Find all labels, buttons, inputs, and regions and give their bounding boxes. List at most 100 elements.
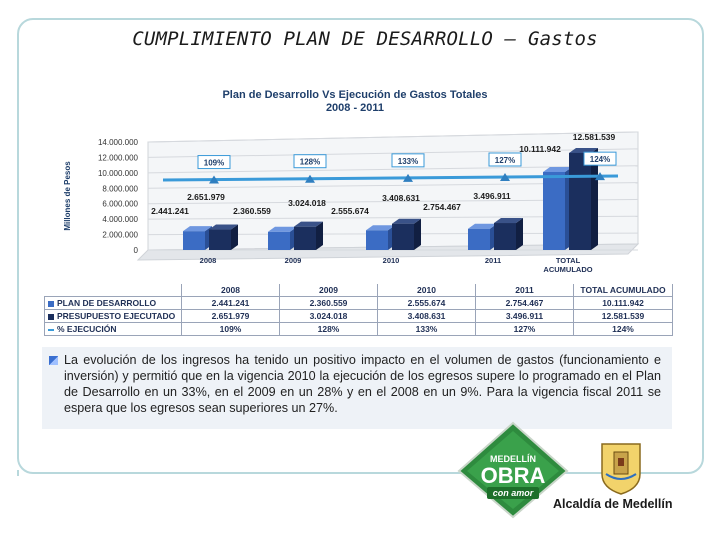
bar-plan	[183, 231, 205, 250]
bar-ejecutado-top	[392, 218, 421, 224]
bar-ejecutado-side	[316, 221, 323, 250]
medellin-obra-logo: MEDELLÍN OBRA con amor	[457, 421, 569, 519]
row-label-text: PLAN DE DESARROLLO	[57, 298, 157, 308]
table-cell: 2.651.979	[181, 309, 280, 323]
data-label-plan: 2.360.559	[233, 206, 271, 216]
pct-label-box	[293, 154, 327, 169]
paragraph-box	[42, 347, 672, 429]
table-cell: 109%	[181, 322, 280, 336]
pct-series-line	[162, 174, 619, 182]
bar-plan	[543, 171, 565, 250]
bar-ejecutado-top	[494, 218, 523, 224]
legend-swatch-plan	[48, 300, 54, 307]
legend-swatch-ejecutado	[48, 313, 54, 320]
y-tick-label: 10.000.000	[98, 169, 139, 178]
bar-plan-top	[183, 226, 212, 232]
bar-ejecutado-side	[414, 218, 421, 250]
y-tick-label: 0	[134, 246, 139, 255]
data-label-ejecutado: 3.408.631	[382, 193, 420, 203]
table-cell: 3.024.018	[279, 309, 378, 323]
bar-plan-top	[366, 225, 395, 231]
row-label-text: PRESUPUESTO EJECUTADO	[57, 311, 176, 321]
pct-label: 127%	[495, 156, 515, 165]
table-cell: 3.496.911	[475, 309, 574, 323]
y-tick-label: 4.000.000	[102, 215, 138, 224]
bar-ejecutado	[294, 226, 316, 250]
table-row: PLAN DE DESARROLLO 2.441.241 2.360.559 2…	[44, 296, 673, 310]
x-tick-label: TOTAL	[556, 256, 581, 265]
body-paragraph: La evolución de los ingresos ha tenido u…	[64, 353, 661, 415]
table-cell: 133%	[377, 322, 476, 336]
bullet-icon	[49, 356, 58, 365]
y-tick-label: 6.000.000	[102, 200, 138, 209]
y-tick-label: 8.000.000	[102, 184, 138, 193]
table-cell: 2.441.241	[181, 296, 280, 310]
pct-label: 124%	[590, 155, 610, 164]
x-tick-label-2: ACUMULADO	[543, 265, 592, 274]
row-label: % EJECUCIÓN	[44, 322, 182, 336]
bar-ejecutado	[392, 223, 414, 250]
data-label-plan: 10.111.942	[519, 144, 561, 154]
x-tick-label: 2011	[485, 256, 501, 265]
pct-marker	[209, 175, 219, 184]
table-row: % EJECUCIÓN 109% 128% 133% 127% 124%	[44, 322, 673, 336]
pct-label-box	[391, 153, 425, 168]
pct-label-box	[197, 155, 231, 170]
bar-ejecutado-side	[591, 147, 598, 250]
x-tick-label: 2008	[200, 256, 217, 265]
table-header-cell: TOTAL ACUMULADO	[573, 284, 673, 297]
frame-edge	[17, 470, 19, 476]
table-row: PRESUPUESTO EJECUTADO 2.651.979 3.024.01…	[44, 309, 673, 323]
bar-ejecutado-side	[231, 224, 238, 250]
bar-ejecutado	[569, 152, 591, 250]
pct-marker	[500, 172, 510, 181]
y-tick-label: 12.000.000	[98, 153, 139, 162]
legend-swatch-pct	[48, 328, 54, 331]
data-label-ejecutado: 12.581.539	[573, 132, 616, 142]
table-cell: 2.754.467	[475, 296, 574, 310]
bar-plan-top	[268, 226, 297, 232]
logo-conamor-text: con amor	[493, 488, 534, 498]
bar-ejecutado	[209, 229, 231, 250]
chart-title-block: Plan de Desarrollo Vs Ejecución de Gasto…	[130, 89, 580, 115]
data-label-plan: 2.754.467	[423, 202, 461, 212]
bar-ejecutado	[494, 223, 516, 250]
y-axis-label: Millones de Pesos	[63, 161, 72, 231]
chart-subtitle: 2008 - 2011	[325, 102, 385, 114]
table-header-row: 2008 2009 2010 2011 TOTAL ACUMULADO	[45, 284, 673, 297]
data-label-plan: 2.441.241	[151, 206, 189, 216]
y-tick-label: 2.000.000	[102, 231, 138, 240]
row-label-text: % EJECUCIÓN	[57, 324, 117, 334]
data-table: 2008 2009 2010 2011 TOTAL ACUMULADO PLAN…	[44, 284, 673, 336]
data-label-ejecutado: 3.496.911	[473, 191, 511, 201]
pct-label: 133%	[398, 157, 418, 166]
bar-chart: 0 2.000.000 4.000.000 6.000.000 8.000.000 10.…	[63, 131, 640, 274]
alcaldia-text: Alcaldía de Medellín	[553, 497, 673, 511]
table-corner	[45, 284, 182, 297]
table-cell: 124%	[573, 322, 673, 336]
chart-title: Plan de Desarrollo Vs Ejecución de Gasto…	[222, 89, 488, 101]
x-tick-label: 2009	[285, 256, 302, 265]
table-cell: 2.555.674	[377, 296, 476, 310]
data-label-ejecutado: 3.024.018	[288, 198, 326, 208]
y-tick-label: 14.000.000	[98, 138, 139, 147]
bar-ejecutado-top	[209, 224, 238, 230]
pct-label-box	[488, 152, 522, 167]
pct-marker	[403, 173, 413, 182]
pct-label-box	[583, 151, 617, 166]
table-header-cell: 2011	[475, 284, 574, 297]
table-cell: 128%	[279, 322, 378, 336]
data-label-plan: 2.555.674	[331, 206, 369, 216]
bar-plan-top	[468, 223, 497, 229]
pct-marker	[595, 172, 605, 181]
gridline	[147, 131, 639, 143]
row-label: PRESUPUESTO EJECUTADO	[44, 309, 182, 323]
logo-medellin-text: MEDELLÍN	[490, 454, 536, 464]
gridline	[147, 165, 639, 174]
table-header-cell: 2010	[377, 284, 476, 297]
table-cell: 12.581.539	[573, 309, 673, 323]
page-title: CUMPLIMIENTO PLAN DE DESARROLLO – Gastos	[132, 28, 598, 50]
bar-plan	[468, 228, 490, 250]
x-tick-label: 2010	[383, 256, 400, 265]
bar-ejecutado-top	[294, 221, 323, 227]
